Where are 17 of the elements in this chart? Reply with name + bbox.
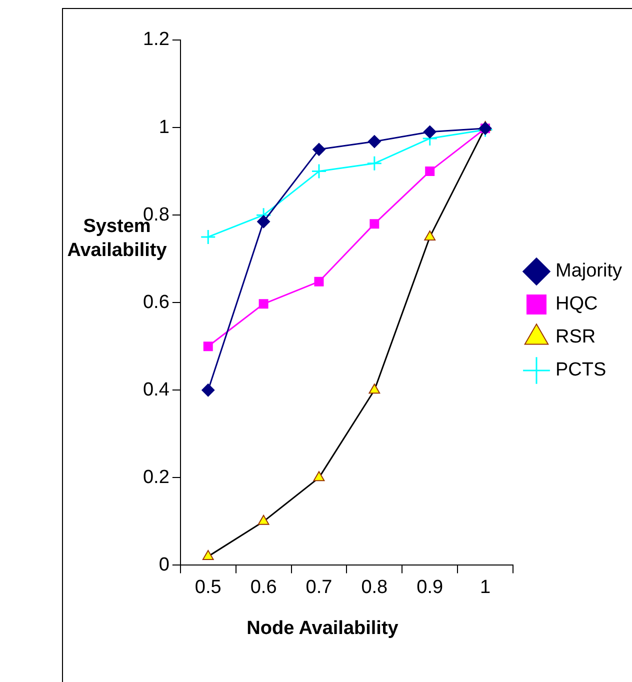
y-tick-label: 0.2 — [142, 466, 170, 488]
x-tick-label: 0.8 — [361, 576, 388, 598]
x-tick-label: 0.5 — [194, 576, 222, 598]
y-tick-label: 1 — [158, 116, 170, 138]
x-tick-label: 0.6 — [250, 576, 277, 598]
x-axis-title: Node Availability — [246, 618, 400, 640]
y-tick-label: 0.6 — [142, 292, 170, 313]
legend-label: RSR — [555, 326, 596, 348]
y-tick-label: 0 — [158, 554, 170, 576]
x-tick-label: 0.9 — [416, 576, 444, 598]
legend-label: PCTS — [555, 360, 606, 381]
x-tick-label: 1 — [480, 576, 491, 598]
y-tick-label: 1.2 — [142, 29, 170, 50]
legend-label: HQC — [555, 294, 598, 315]
y-tick-label: 0.4 — [142, 379, 170, 400]
x-tick-label: 0.7 — [306, 576, 332, 598]
legend-label: Majority — [555, 260, 622, 282]
